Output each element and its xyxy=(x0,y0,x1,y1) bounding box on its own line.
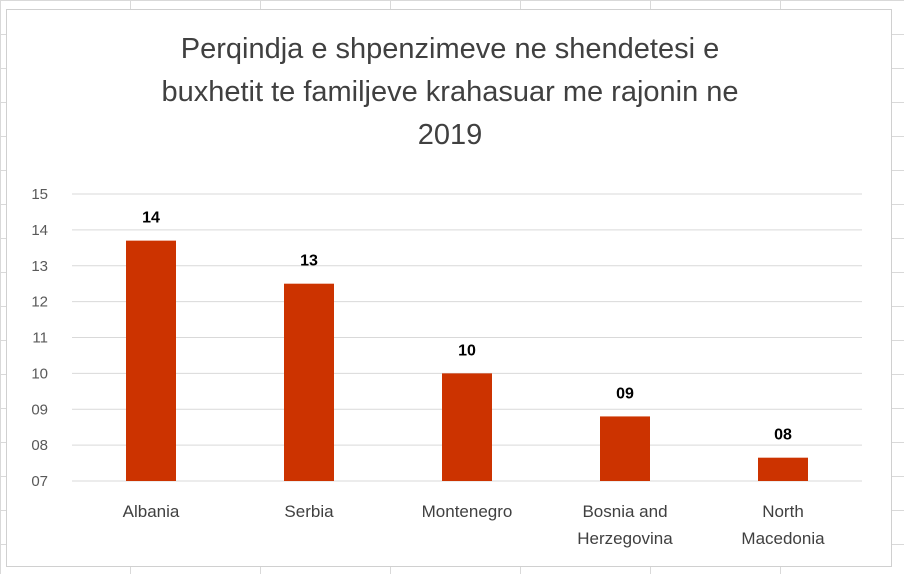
y-axis-tick-labels: 07 08 09 10 11 12 13 14 15 xyxy=(31,186,48,490)
chart-title-line-2: buxhetit te familjeve krahasuar me rajon… xyxy=(161,76,739,108)
bar-serbia[interactable] xyxy=(284,283,334,481)
data-label: 13 xyxy=(300,253,318,270)
chart-title: Perqindja e shpenzimeve ne shendetesi e … xyxy=(90,28,810,157)
category-label: Montenegro xyxy=(422,502,513,521)
bar-bosnia-and-herzegovina[interactable] xyxy=(600,416,650,481)
bar-albania[interactable] xyxy=(126,240,176,481)
chart-title-line-1: Perqindja e shpenzimeve ne shendetesi e xyxy=(180,33,720,65)
y-tick-label: 10 xyxy=(31,365,48,382)
y-tick-label: 07 xyxy=(31,473,48,490)
category-label: North Macedonia xyxy=(741,502,825,548)
y-tick-label: 11 xyxy=(32,330,48,347)
data-label: 10 xyxy=(458,342,476,359)
data-label: 08 xyxy=(774,427,792,444)
y-tick-label: 08 xyxy=(31,437,48,454)
y-tick-label: 12 xyxy=(31,294,48,311)
category-label: Bosnia and Herzegovina xyxy=(577,502,673,548)
bar-montenegro[interactable] xyxy=(442,373,492,481)
category-label: Albania xyxy=(123,502,180,521)
y-tick-label: 13 xyxy=(31,258,48,275)
y-tick-label: 15 xyxy=(31,186,48,203)
category-label: Serbia xyxy=(284,502,334,521)
gridlines xyxy=(72,193,862,482)
y-tick-label: 14 xyxy=(31,222,48,239)
data-label: 09 xyxy=(616,385,634,402)
bar-north-macedonia[interactable] xyxy=(758,457,808,481)
y-tick-label: 09 xyxy=(31,401,48,418)
data-labels: 14 13 10 09 08 xyxy=(142,210,792,444)
data-label: 14 xyxy=(142,210,160,227)
chart-title-line-3: 2019 xyxy=(417,119,483,151)
bars xyxy=(126,240,808,481)
x-axis-category-labels: Albania Serbia Montenegro Bosnia and Herzego… xyxy=(123,502,825,548)
